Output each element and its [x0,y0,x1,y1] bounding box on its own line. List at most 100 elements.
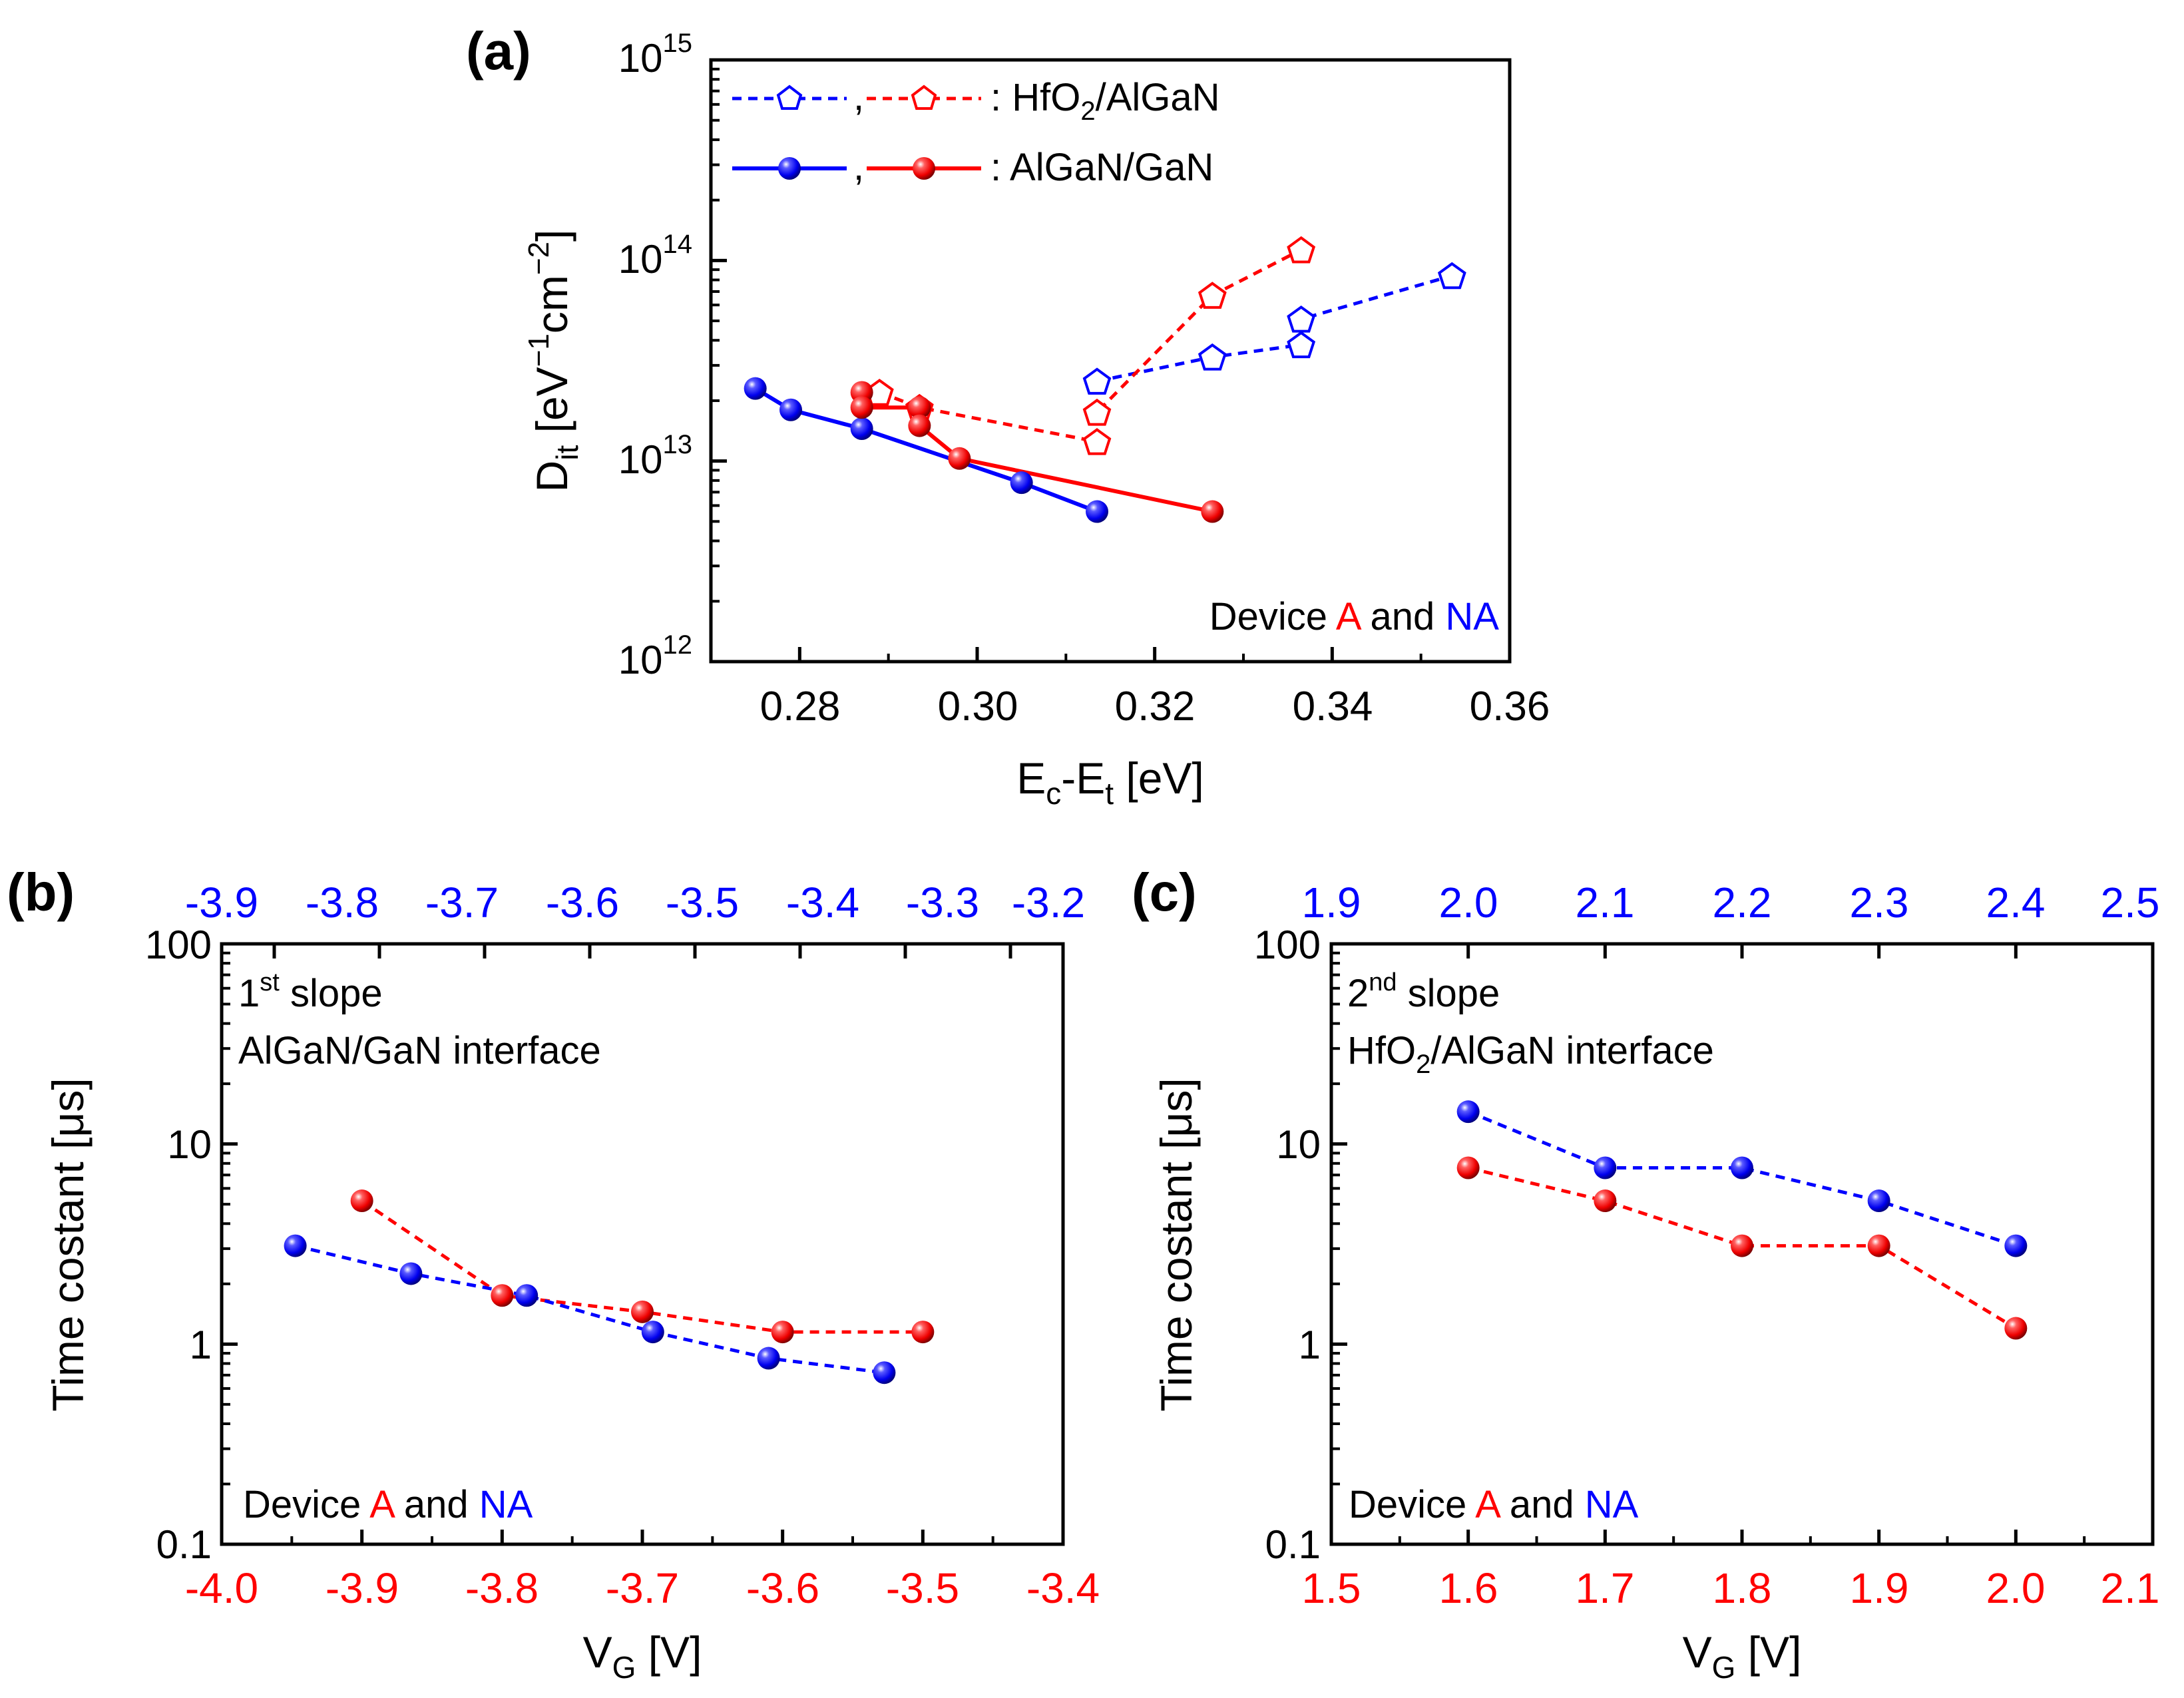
data-point [850,396,873,419]
x-top-tick-label: -3.3 [906,879,979,927]
panel-b-x-axis-label: VG [V] [583,1627,702,1685]
panel-b-label: (b) [7,863,75,922]
x-tick-label: -3.6 [746,1564,819,1612]
legend-label-hfo2-algan: : HfO2/AlGaN [990,76,1220,126]
panel-c-x-top-tick-labels: 1.9 2.0 2.1 2.2 2.3 2.4 2.5 [1302,879,2160,927]
data-point [1198,343,1227,371]
data-point [1731,1156,1753,1179]
legend-marker-blue-pentagon [776,85,803,110]
x-top-tick-label: 2.5 [2101,879,2160,927]
data-point [1456,1100,1480,1124]
panel-a-ticks [710,58,1512,664]
legend-marker-red-pentagon [911,85,937,110]
data-point [850,417,873,441]
data-point [1198,282,1227,309]
data-point [779,398,802,421]
panel-b-ticks [220,942,1065,1546]
series-line [1096,274,1452,383]
data-point [911,1321,935,1344]
y-tick-label: 10 [167,1122,212,1167]
x-top-tick-label: -3.6 [546,879,619,927]
legend-marker-red-ball [913,157,935,180]
panel-b-x-bottom-tick-labels: -4.0 -3.9 -3.8 -3.7 -3.6 -3.5 -3.4 [185,1564,1100,1612]
y-tick-label: 100 [145,923,212,967]
x-tick-label: -4.0 [185,1564,258,1612]
x-top-tick-label: -3.8 [306,879,379,927]
y-tick-label: 10 [1276,1122,1321,1167]
x-tick-label: -3.7 [606,1564,679,1612]
data-point [1082,367,1112,395]
y-tick-label: 0.1 [1265,1522,1321,1567]
x-top-tick-label: -3.2 [1012,879,1085,927]
y-tick-label: 1 [190,1323,212,1367]
data-point [744,377,767,400]
x-top-tick-label: -3.5 [666,879,739,927]
data-point [1731,1234,1753,1257]
legend-marker-blue-ball [778,157,801,180]
data-point [1456,1156,1480,1179]
x-tick-label: 0.28 [760,684,841,730]
x-top-tick-label: 2.1 [1576,879,1635,927]
data-point [1437,262,1466,290]
x-tick-label: 1.5 [1302,1564,1361,1612]
data-point [399,1262,423,1285]
panel-c-annotation-slope: 2nd slope [1347,968,1500,1015]
x-tick-label: 1.6 [1439,1564,1498,1612]
panel-c-x-axis-label: VG [V] [1683,1627,1802,1685]
data-point [515,1284,539,1307]
x-tick-label: -3.4 [1026,1564,1100,1612]
x-tick-label: -3.5 [886,1564,959,1612]
data-point [641,1321,664,1344]
data-point [1082,398,1112,426]
x-tick-label: 0.30 [938,684,1018,730]
panel-c-points [1456,1100,2028,1340]
series-line [295,1244,885,1375]
data-point [948,447,971,470]
data-point [1287,306,1316,333]
panel-c: (c) 0.1 1 10 100 1.5 1.6 1.7 1.8 1.9 2.0… [1132,863,2159,1685]
y-tick-label: 1014 [618,230,692,282]
data-point [1010,471,1033,495]
series-line [1467,1110,2017,1247]
panel-b-annotation-slope: 1st slope [238,968,383,1015]
x-tick-label: 2.0 [1986,1564,2046,1612]
data-point [908,396,931,419]
panel-a-x-tick-labels: 0.28 0.30 0.32 0.34 0.36 [760,684,1550,730]
panel-a-label: (a) [466,21,531,81]
x-top-tick-label: -3.9 [185,879,258,927]
panel-b-y-axis-label: Time costant [μs] [43,1078,93,1411]
x-tick-label: -3.8 [465,1564,539,1612]
data-point [284,1234,307,1257]
panel-b-lines [295,1199,923,1375]
panel-a-legend: , : HfO2/AlGaN , : AlGaN/GaN [732,75,1220,189]
data-point [491,1284,514,1307]
x-top-tick-label: 2.3 [1850,879,1909,927]
legend-separator: , [853,75,864,118]
data-point [908,414,931,437]
data-point [1867,1234,1890,1257]
data-point [1594,1189,1617,1213]
data-point [2004,1234,2028,1257]
data-point [1594,1156,1617,1179]
data-point [1201,500,1224,523]
panel-a-y-tick-labels: 1012 1013 1014 1015 [618,29,692,682]
legend-separator: , [853,145,864,188]
panel-c-x-bottom-tick-labels: 1.5 1.6 1.7 1.8 1.9 2.0 2.1 [1302,1564,2160,1612]
panel-b-device-note: Device A and NA [243,1483,533,1526]
panel-c-annotation-interface: HfO2/AlGaN interface [1347,1029,1714,1079]
data-point [631,1300,654,1323]
legend-label-algan-gan: : AlGaN/GaN [990,146,1213,189]
panel-c-device-note: Device A and NA [1349,1483,1639,1526]
data-point [1287,236,1316,264]
y-tick-label: 1015 [618,29,692,81]
y-tick-label: 1012 [618,630,692,682]
panel-c-label: (c) [1132,863,1197,922]
x-tick-label: 2.1 [2101,1564,2160,1612]
y-tick-label: 1 [1299,1323,1321,1367]
data-point [873,1361,896,1384]
data-point [771,1321,794,1344]
panel-a-frame [709,58,1512,664]
x-top-tick-label: 2.4 [1986,879,2046,927]
data-point [1086,500,1108,523]
panel-b-y-tick-labels: 0.1 1 10 100 [145,923,212,1567]
